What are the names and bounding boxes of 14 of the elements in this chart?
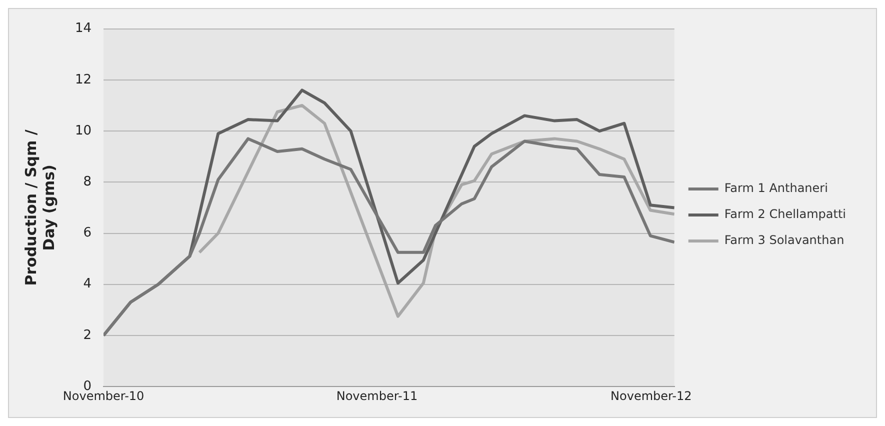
legend-label: Farm 3 Solavanthan [724, 233, 844, 248]
y-tick-label: 4 [83, 276, 92, 292]
y-tick-label: 0 [83, 378, 92, 394]
y-tick-label: 14 [74, 21, 92, 36]
x-tick-label: November-12 [610, 388, 692, 403]
y-tick-label: 10 [74, 123, 92, 138]
y-tick-label: 8 [83, 174, 92, 190]
y-tick-label: 12 [74, 72, 92, 88]
y-tick-label: 6 [83, 226, 92, 241]
y-axis-title: Production / Sqm / Day (gms) [22, 129, 58, 286]
legend-label: Farm 2 Chellampatti [724, 207, 846, 222]
legend-label: Farm 1 Anthaneri [724, 181, 828, 196]
x-tick-label: November-11 [336, 388, 418, 403]
y-tick-label: 2 [83, 328, 92, 343]
